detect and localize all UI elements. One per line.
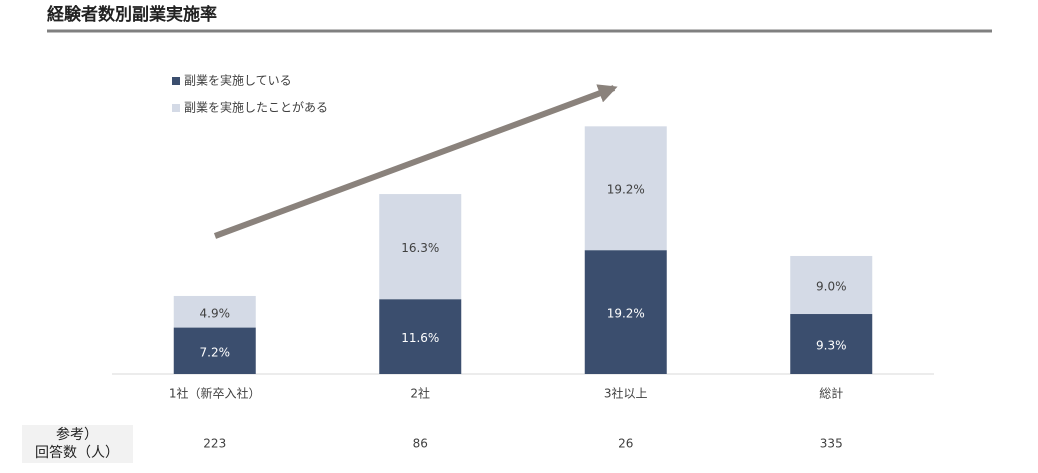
- reference-value: 26: [618, 437, 633, 451]
- x-tick-label: 1社（新卒入社）: [169, 386, 261, 401]
- bar-segment: [790, 314, 873, 374]
- data-label: 4.9%: [200, 306, 231, 320]
- reference-label: 参考）: [56, 426, 98, 443]
- legend-swatch: [172, 104, 180, 112]
- data-label: 19.2%: [607, 307, 645, 321]
- bar-segment: [379, 194, 462, 300]
- bar-segment: [584, 126, 667, 251]
- data-label: 19.2%: [607, 183, 645, 197]
- reference-label-box: [22, 425, 133, 463]
- legend-label: 副業を実施している: [184, 73, 292, 88]
- data-label: 9.3%: [816, 339, 847, 353]
- data-label: 7.2%: [200, 345, 231, 359]
- reference-label: 回答数（人）: [35, 444, 119, 461]
- bar-segment: [173, 295, 256, 328]
- legend-swatch: [172, 77, 180, 85]
- bar-segment: [584, 250, 667, 374]
- legend-label: 副業を実施したことがある: [184, 100, 328, 115]
- data-label: 16.3%: [401, 241, 439, 255]
- x-tick-label: 総計: [819, 386, 843, 401]
- chart-title: 経験者数別副業実施率: [47, 4, 217, 25]
- bar-segment: [790, 255, 873, 315]
- bar-segment: [379, 299, 462, 374]
- bar-segment: [173, 327, 256, 374]
- reference-value: 86: [413, 437, 428, 451]
- trend-arrow: [213, 84, 618, 239]
- reference-value: 335: [820, 437, 843, 451]
- reference-value: 223: [203, 437, 226, 451]
- x-tick-label: 2社: [410, 386, 430, 401]
- data-label: 11.6%: [401, 331, 439, 345]
- data-label: 9.0%: [816, 279, 847, 293]
- x-tick-label: 3社以上: [604, 386, 648, 401]
